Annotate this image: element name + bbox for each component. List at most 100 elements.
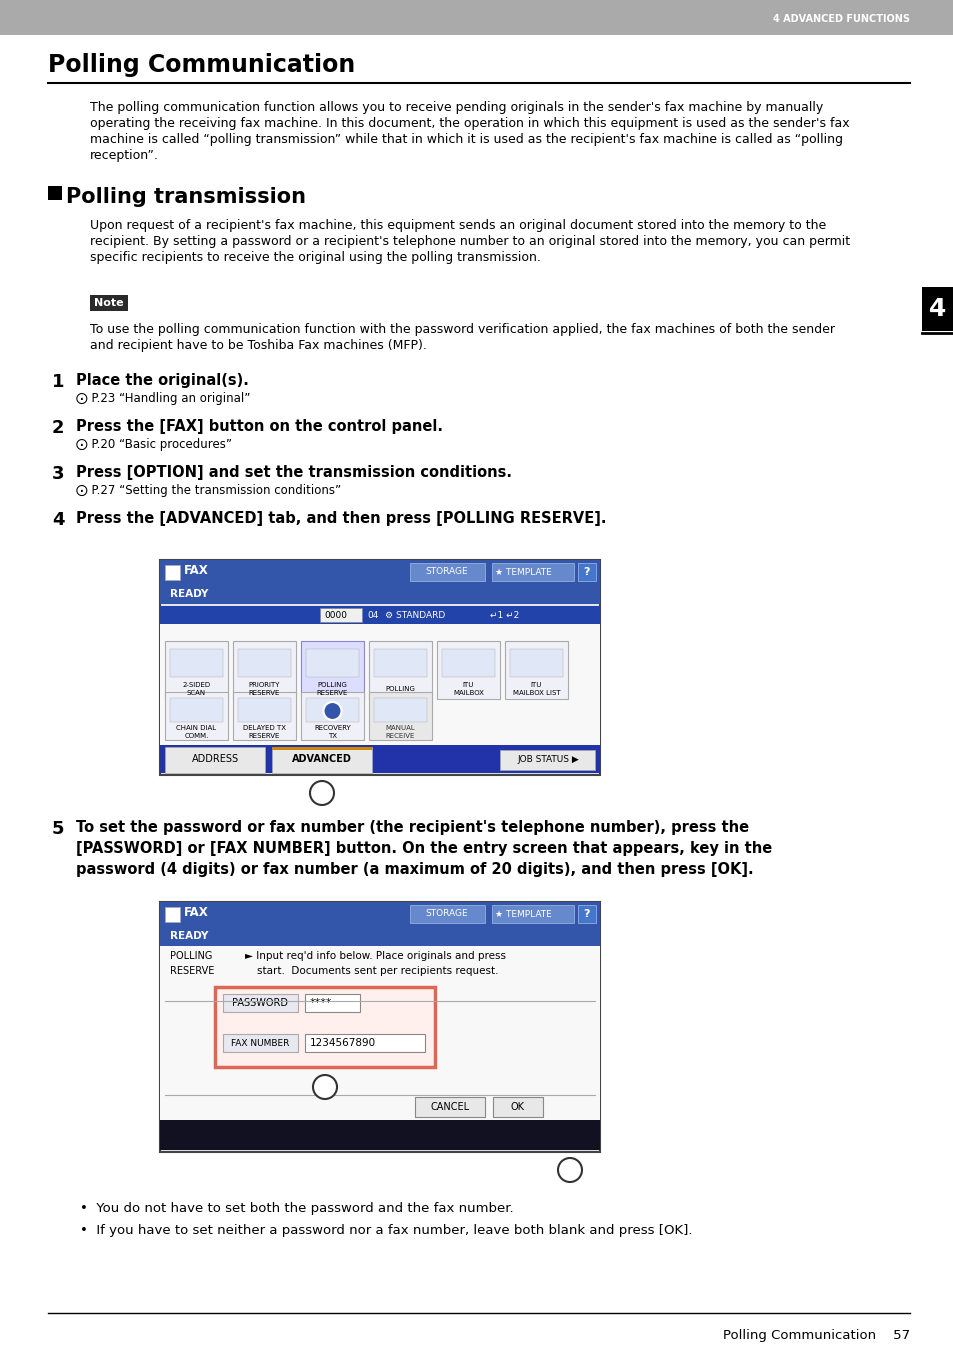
Text: RECOVERY
TX: RECOVERY TX — [314, 725, 351, 739]
Text: Polling transmission: Polling transmission — [66, 186, 306, 207]
Text: ⨀ P.20 “Basic procedures”: ⨀ P.20 “Basic procedures” — [76, 438, 232, 451]
Bar — [160, 561, 599, 775]
Text: ↵1 ↵2: ↵1 ↵2 — [490, 611, 518, 620]
Text: 1: 1 — [317, 786, 326, 800]
Text: PRIORITY
RESERVE: PRIORITY RESERVE — [249, 682, 280, 696]
Text: 2: 2 — [52, 419, 65, 436]
Text: 1234567890: 1234567890 — [310, 1038, 375, 1048]
Circle shape — [313, 1075, 336, 1098]
Text: MANUAL
RECEIVE: MANUAL RECEIVE — [385, 725, 415, 739]
Text: 2-SIDED
SCAN: 2-SIDED SCAN — [182, 682, 211, 696]
Bar — [492, 563, 574, 581]
Bar — [369, 692, 432, 740]
Bar — [170, 698, 223, 721]
Text: ADDRESS: ADDRESS — [192, 754, 238, 765]
Text: machine is called “polling transmission” while that in which it is used as the r: machine is called “polling transmission”… — [90, 132, 842, 146]
Bar — [160, 902, 599, 1152]
Text: Press the [ADVANCED] tab, and then press [POLLING RESERVE].: Press the [ADVANCED] tab, and then press… — [76, 511, 606, 526]
Bar — [499, 750, 595, 770]
Text: JOB STATUS ▶: JOB STATUS ▶ — [517, 755, 578, 765]
Bar — [160, 946, 599, 1121]
Text: STORAGE: STORAGE — [425, 567, 468, 577]
Bar — [0, 0, 953, 35]
Bar — [90, 295, 128, 311]
Text: DELAYED TX
RESERVE: DELAYED TX RESERVE — [243, 725, 286, 739]
Text: ⨀ P.23 “Handling an original”: ⨀ P.23 “Handling an original” — [76, 392, 250, 405]
Text: PASSWORD: PASSWORD — [232, 998, 288, 1008]
Text: Note: Note — [94, 299, 124, 308]
Text: ► Input req'd info below. Place originals and press: ► Input req'd info below. Place original… — [245, 951, 505, 961]
Bar — [170, 648, 223, 677]
Text: RESERVE: RESERVE — [170, 966, 214, 975]
Bar — [578, 905, 596, 923]
Bar — [374, 698, 427, 721]
Text: 4 ADVANCED FUNCTIONS: 4 ADVANCED FUNCTIONS — [772, 14, 909, 24]
Bar — [223, 1034, 297, 1052]
Text: Press [OPTION] and set the transmission conditions.: Press [OPTION] and set the transmission … — [76, 465, 512, 480]
Bar — [410, 563, 484, 581]
Circle shape — [558, 1158, 581, 1182]
Bar — [369, 640, 432, 698]
Text: ?: ? — [583, 567, 590, 577]
Bar — [160, 584, 599, 604]
Text: POLLING
RESERVE: POLLING RESERVE — [316, 682, 348, 696]
Text: 5: 5 — [52, 820, 65, 838]
Bar — [319, 608, 361, 621]
Text: ****: **** — [310, 998, 333, 1008]
Bar — [510, 648, 562, 677]
Bar — [921, 286, 953, 331]
Bar — [237, 698, 291, 721]
Bar — [48, 186, 62, 200]
Bar — [305, 994, 359, 1012]
Text: 1: 1 — [52, 373, 65, 390]
Bar — [165, 907, 180, 921]
Text: ADVANCED: ADVANCED — [292, 754, 352, 765]
Circle shape — [310, 781, 334, 805]
Text: reception”.: reception”. — [90, 149, 159, 162]
Text: To use the polling communication function with the password verification applied: To use the polling communication functio… — [90, 323, 834, 336]
Text: 2: 2 — [329, 707, 335, 716]
Text: 04: 04 — [367, 611, 378, 620]
Bar — [301, 692, 364, 740]
Text: FAX NUMBER: FAX NUMBER — [231, 1039, 289, 1047]
Bar — [441, 648, 495, 677]
Bar — [237, 648, 291, 677]
Text: CHAIN DIAL
COMM.: CHAIN DIAL COMM. — [176, 725, 216, 739]
Text: The polling communication function allows you to receive pending originals in th: The polling communication function allow… — [90, 101, 822, 113]
Bar — [160, 744, 599, 773]
Bar — [272, 747, 372, 773]
Text: 4: 4 — [52, 511, 65, 530]
Bar — [306, 648, 358, 677]
Bar — [415, 1097, 484, 1117]
Bar — [492, 905, 574, 923]
Text: specific recipients to receive the original using the polling transmission.: specific recipients to receive the origi… — [90, 251, 540, 263]
Text: STORAGE: STORAGE — [425, 909, 468, 919]
Text: operating the receiving fax machine. In this document, the operation in which th: operating the receiving fax machine. In … — [90, 118, 849, 130]
Text: recipient. By setting a password or a recipient's telephone number to an origina: recipient. By setting a password or a re… — [90, 235, 849, 249]
Circle shape — [323, 703, 341, 720]
Text: 3: 3 — [52, 465, 65, 484]
Text: Polling Communication: Polling Communication — [48, 53, 355, 77]
Bar — [578, 563, 596, 581]
Text: Press the [FAX] button on the control panel.: Press the [FAX] button on the control pa… — [76, 419, 442, 434]
Text: •  If you have to set neither a password nor a fax number, leave both blank and : • If you have to set neither a password … — [80, 1224, 692, 1238]
Text: READY: READY — [170, 931, 208, 942]
Text: 4: 4 — [928, 297, 945, 322]
Text: FAX: FAX — [184, 907, 209, 920]
Bar — [165, 692, 228, 740]
Bar — [493, 1097, 542, 1117]
Bar — [160, 624, 599, 744]
Bar — [160, 1120, 599, 1150]
Bar — [272, 747, 372, 750]
Bar — [160, 902, 599, 925]
Text: Place the original(s).: Place the original(s). — [76, 373, 249, 388]
Bar — [214, 988, 435, 1067]
Text: Upon request of a recipient's fax machine, this equipment sends an original docu: Upon request of a recipient's fax machin… — [90, 219, 825, 232]
Bar — [410, 905, 484, 923]
Text: Polling Communication    57: Polling Communication 57 — [722, 1329, 909, 1342]
Text: 1: 1 — [320, 1081, 329, 1093]
Text: ★ TEMPLATE: ★ TEMPLATE — [495, 909, 551, 919]
Text: ⚙ STANDARD: ⚙ STANDARD — [385, 611, 445, 620]
Text: OK: OK — [511, 1102, 524, 1112]
Text: READY: READY — [170, 589, 208, 598]
